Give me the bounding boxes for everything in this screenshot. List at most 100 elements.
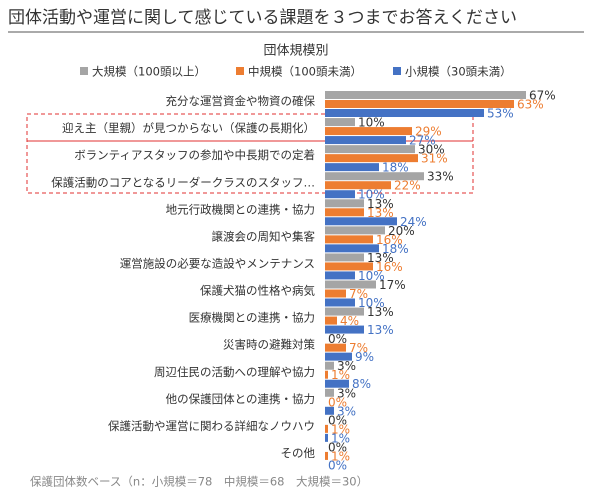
bar (325, 289, 346, 298)
legend-label: 大規模（100頭以上） (92, 65, 206, 79)
value-label: 1% (331, 431, 350, 445)
bar (325, 163, 379, 172)
value-label: 0% (328, 440, 347, 454)
bar (325, 136, 406, 145)
category-label: その他 (281, 446, 316, 460)
value-label: 29% (415, 125, 442, 139)
footnote: 保護団体数ベース（n：小規模＝78 中規模＝68 大規模＝30） (30, 475, 368, 489)
bar (325, 343, 346, 352)
bar (325, 244, 379, 253)
category-label: 医療機関との連携・協力 (189, 311, 315, 325)
legend-title: 団体規模別 (263, 44, 328, 59)
value-label: 67% (529, 89, 556, 103)
value-label: 31% (421, 152, 448, 166)
bar (325, 262, 373, 271)
category-label: 災害時の避難対策 (223, 338, 315, 352)
value-label: 9% (355, 350, 374, 364)
bar (325, 325, 364, 334)
category-label: 保護犬猫の性格や病気 (200, 284, 315, 298)
category-label: 保護活動のコアとなるリーダークラスのスタッフ… (51, 175, 315, 189)
bar (325, 424, 328, 433)
value-label: 10% (358, 296, 385, 310)
value-label: 13% (367, 251, 394, 265)
bar (325, 127, 412, 136)
bar (325, 172, 424, 181)
value-label: 0% (328, 458, 347, 472)
bar (325, 100, 514, 108)
value-label: 3% (337, 386, 356, 400)
bar (325, 388, 334, 397)
value-label: 17% (379, 278, 406, 292)
value-label: 30% (418, 143, 445, 157)
value-label: 0% (328, 332, 347, 346)
chart-title: 団体活動や運営に関して感じている課題を３つまでお答えください (8, 8, 517, 28)
bar (325, 217, 397, 226)
value-label: 10% (358, 269, 385, 283)
value-label: 22% (394, 179, 421, 193)
bar (325, 208, 364, 217)
value-label: 16% (376, 233, 403, 247)
bar (325, 91, 526, 99)
bar (325, 307, 364, 316)
bar (325, 109, 484, 117)
category-label: 他の保護団体との連携・協力 (166, 392, 315, 406)
legend-swatch (236, 67, 244, 75)
value-label: 4% (340, 314, 359, 328)
value-label: 18% (382, 242, 409, 256)
value-label: 20% (388, 224, 415, 238)
bar (325, 226, 385, 235)
value-label: 3% (337, 404, 356, 418)
value-label: 7% (349, 341, 368, 355)
legend-swatch (393, 67, 401, 75)
bar (325, 352, 352, 361)
value-label: 0% (328, 395, 347, 409)
category-label: 保護活動や運営に関わる詳細なノウハウ (108, 419, 315, 433)
value-label: 10% (358, 188, 385, 202)
value-label: 1% (331, 368, 350, 382)
value-label: 3% (337, 359, 356, 373)
value-label: 16% (376, 260, 403, 274)
category-label: 迎え主（里親）が見つからない（保護の長期化） (62, 121, 315, 135)
category-label: 譲渡会の周知や集客 (212, 229, 316, 243)
highlight-box (26, 113, 474, 194)
value-label: 13% (367, 305, 394, 319)
value-label: 0% (328, 413, 347, 427)
bar (325, 199, 364, 208)
value-label: 7% (349, 287, 368, 301)
value-label: 13% (367, 197, 394, 211)
value-label: 10% (358, 116, 385, 130)
value-label: 8% (352, 377, 371, 391)
bar (325, 433, 328, 442)
value-label: 1% (331, 449, 350, 463)
value-label: 13% (367, 206, 394, 220)
bar (325, 379, 349, 388)
category-label: ボランティアスタッフの参加や中長期での定着 (74, 148, 315, 162)
value-label: 13% (367, 323, 394, 337)
value-label: 24% (400, 215, 427, 229)
bar (325, 118, 355, 127)
bar (325, 154, 418, 163)
bar (325, 316, 337, 325)
category-label: 運営施設の必要な造設やメンテナンス (120, 256, 315, 270)
value-label: 1% (331, 422, 350, 436)
category-label: 充分な運営資金や物資の確保 (166, 94, 316, 108)
value-label: 27% (409, 134, 436, 148)
bar (325, 370, 328, 379)
bar (325, 253, 364, 262)
value-label: 53% (487, 107, 514, 121)
bar (325, 271, 355, 280)
value-label: 63% (517, 98, 544, 112)
value-label: 33% (427, 170, 454, 184)
category-label: 周辺住民の活動への理解や協力 (154, 365, 315, 379)
bar (325, 145, 415, 154)
legend-swatch (80, 67, 88, 75)
bar (325, 451, 328, 460)
bar (325, 235, 373, 244)
bar (325, 280, 376, 289)
value-label: 18% (382, 161, 409, 175)
legend-label: 小規模（30頭未満） (405, 65, 512, 79)
category-label: 地元行政機関との連携・協力 (166, 202, 315, 216)
bar (325, 298, 355, 307)
bar (325, 406, 334, 415)
